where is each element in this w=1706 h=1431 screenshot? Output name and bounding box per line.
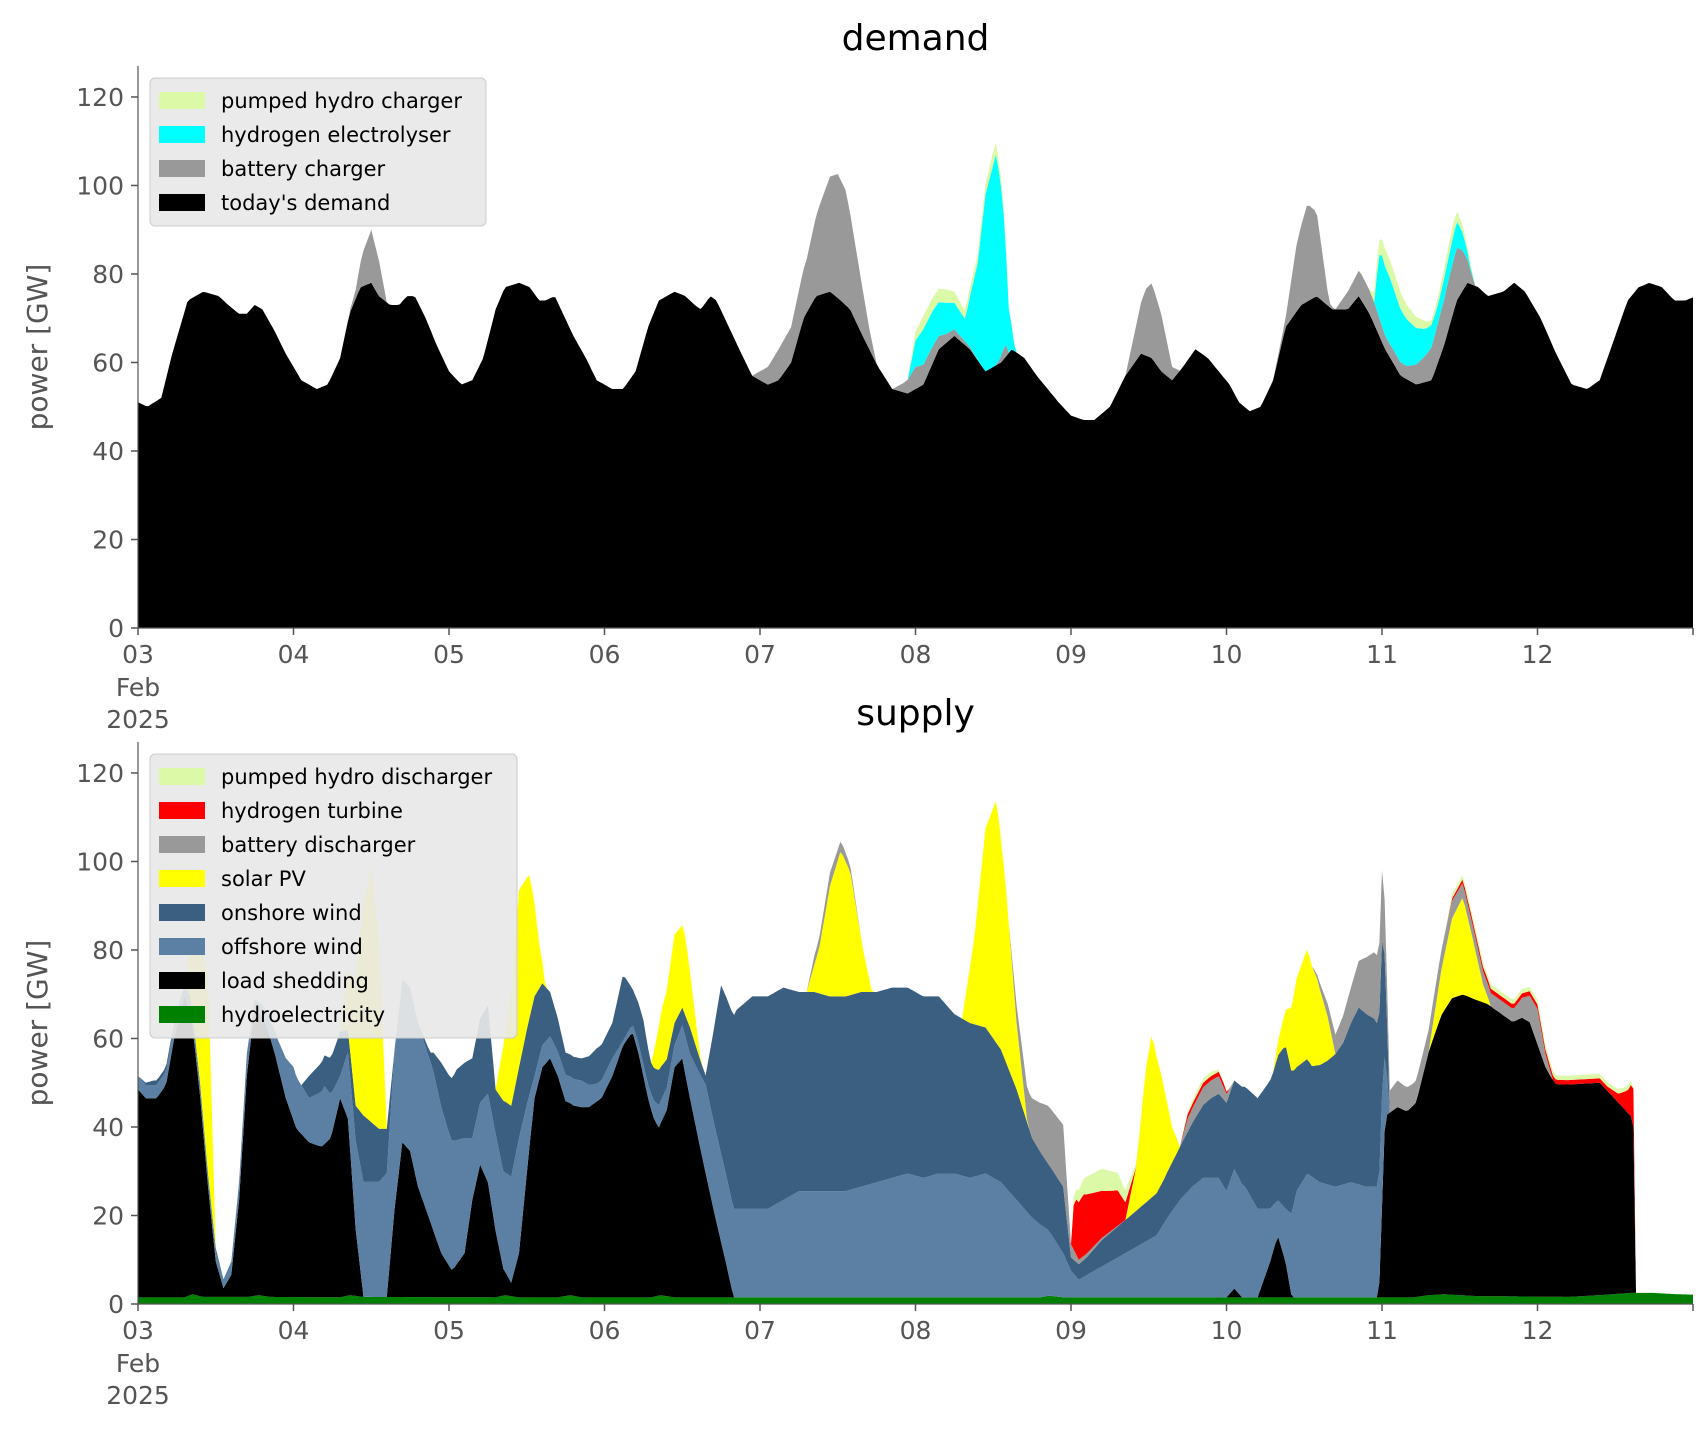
demand-legend-label: hydrogen electrolyser — [221, 123, 451, 147]
demand-title: demand — [842, 18, 990, 59]
supply-ytick-label: 0 — [108, 1290, 124, 1319]
supply-series-hydroelectricity — [138, 1292, 1693, 1304]
demand-legend-swatch — [159, 194, 205, 211]
demand-xtick-label: 10 — [1211, 640, 1243, 669]
demand-xtick-label: 05 — [433, 640, 465, 669]
supply-xtick-label: 10 — [1211, 1316, 1243, 1345]
supply-series-offshore-wind — [138, 979, 1693, 1298]
demand-xtick-label: 12 — [1522, 640, 1554, 669]
demand-legend-label: today's demand — [221, 191, 390, 215]
demand-series-hydrogen-electrolyser — [138, 154, 1693, 420]
supply-legend-label: load shedding — [221, 969, 369, 993]
supply-legend-label: hydrogen turbine — [221, 799, 403, 823]
demand-y-label: power [GW] — [21, 264, 54, 431]
supply-ytick-label: 60 — [92, 1024, 124, 1053]
supply-chart: supply 0 20 40 60 80 100 120 03 04 05 06 07 08 09 10 11 1… — [21, 693, 1694, 1410]
supply-xtick-label: 11 — [1366, 1316, 1398, 1345]
supply-series-load-shedding — [138, 994, 1693, 1298]
supply-legend-swatch — [159, 938, 205, 955]
supply-legend-label: pumped hydro discharger — [221, 765, 492, 789]
demand-ytick-label: 120 — [76, 83, 124, 112]
demand-legend-box — [149, 77, 487, 227]
demand-ytick-label: 0 — [108, 614, 124, 643]
supply-legend-label: solar PV — [221, 867, 306, 891]
supply-ytick-label: 20 — [92, 1201, 124, 1230]
supply-xtick-label: 06 — [589, 1316, 621, 1345]
demand-xtick-label: 11 — [1366, 640, 1398, 669]
supply-legend-label: battery discharger — [221, 833, 416, 857]
demand-chart: demand 0 20 40 60 80 100 120 03 04 05 06 07 08 09 10 11 1… — [21, 18, 1694, 734]
supply-ytick-label: 40 — [92, 1113, 124, 1142]
supply-series-onshore-wind — [138, 941, 1693, 1295]
supply-xtick-label: 05 — [433, 1316, 465, 1345]
supply-legend-swatch — [159, 768, 205, 785]
supply-legend-swatch — [159, 836, 205, 853]
supply-xtick-label: 03 — [122, 1316, 154, 1345]
supply-xtick-year: 2025 — [106, 1381, 170, 1410]
demand-xtick-month: Feb — [116, 673, 160, 702]
demand-legend-swatch — [159, 92, 205, 109]
demand-xtick-label: 09 — [1055, 640, 1087, 669]
demand-ytick-label: 60 — [92, 348, 124, 377]
demand-ytick-label: 40 — [92, 437, 124, 466]
demand-xtick-label: 06 — [589, 640, 621, 669]
demand-areas — [138, 142, 1693, 628]
supply-xtick-label: 07 — [744, 1316, 776, 1345]
supply-y-label: power [GW] — [21, 940, 54, 1107]
supply-legend-label: onshore wind — [221, 901, 362, 925]
supply-legend-box — [149, 753, 518, 1039]
supply-legend-swatch — [159, 1006, 205, 1023]
demand-legend-swatch — [159, 160, 205, 177]
demand-series-battery-charger — [138, 174, 1693, 420]
demand-legend-label: battery charger — [221, 157, 386, 181]
supply-legend-label: hydroelectricity — [221, 1003, 385, 1027]
supply-ytick-label: 80 — [92, 936, 124, 965]
supply-xtick-label: 04 — [278, 1316, 310, 1345]
demand-xtick-label: 04 — [278, 640, 310, 669]
supply-legend-label: offshore wind — [221, 935, 363, 959]
supply-xtick-label: 09 — [1055, 1316, 1087, 1345]
demand-xtick-label: 03 — [122, 640, 154, 669]
supply-ytick-label: 100 — [76, 847, 124, 876]
supply-xtick-label: 08 — [900, 1316, 932, 1345]
supply-title: supply — [856, 693, 975, 734]
demand-legend-label: pumped hydro charger — [221, 89, 462, 113]
supply-areas — [138, 800, 1693, 1304]
supply-ytick-label: 120 — [76, 759, 124, 788]
demand-ytick-label: 100 — [76, 171, 124, 200]
supply-legend: pumped hydro discharger hydrogen turbine b… — [149, 753, 518, 1039]
demand-xtick-label: 08 — [900, 640, 932, 669]
supply-xtick-label: 12 — [1522, 1316, 1554, 1345]
supply-xtick-month: Feb — [116, 1349, 160, 1378]
demand-xtick-label: 07 — [744, 640, 776, 669]
demand-legend-swatch — [159, 126, 205, 143]
demand-xtick-year: 2025 — [106, 705, 170, 734]
supply-legend-swatch — [159, 802, 205, 819]
supply-legend-swatch — [159, 904, 205, 921]
demand-ytick-label: 20 — [92, 525, 124, 554]
demand-series-today-s-demand — [138, 282, 1693, 628]
supply-legend-swatch — [159, 972, 205, 989]
demand-ytick-label: 80 — [92, 260, 124, 289]
supply-series-solar-pv — [138, 800, 1693, 1295]
demand-legend: pumped hydro charger hydrogen electrolyse… — [149, 77, 487, 227]
supply-legend-swatch — [159, 870, 205, 887]
